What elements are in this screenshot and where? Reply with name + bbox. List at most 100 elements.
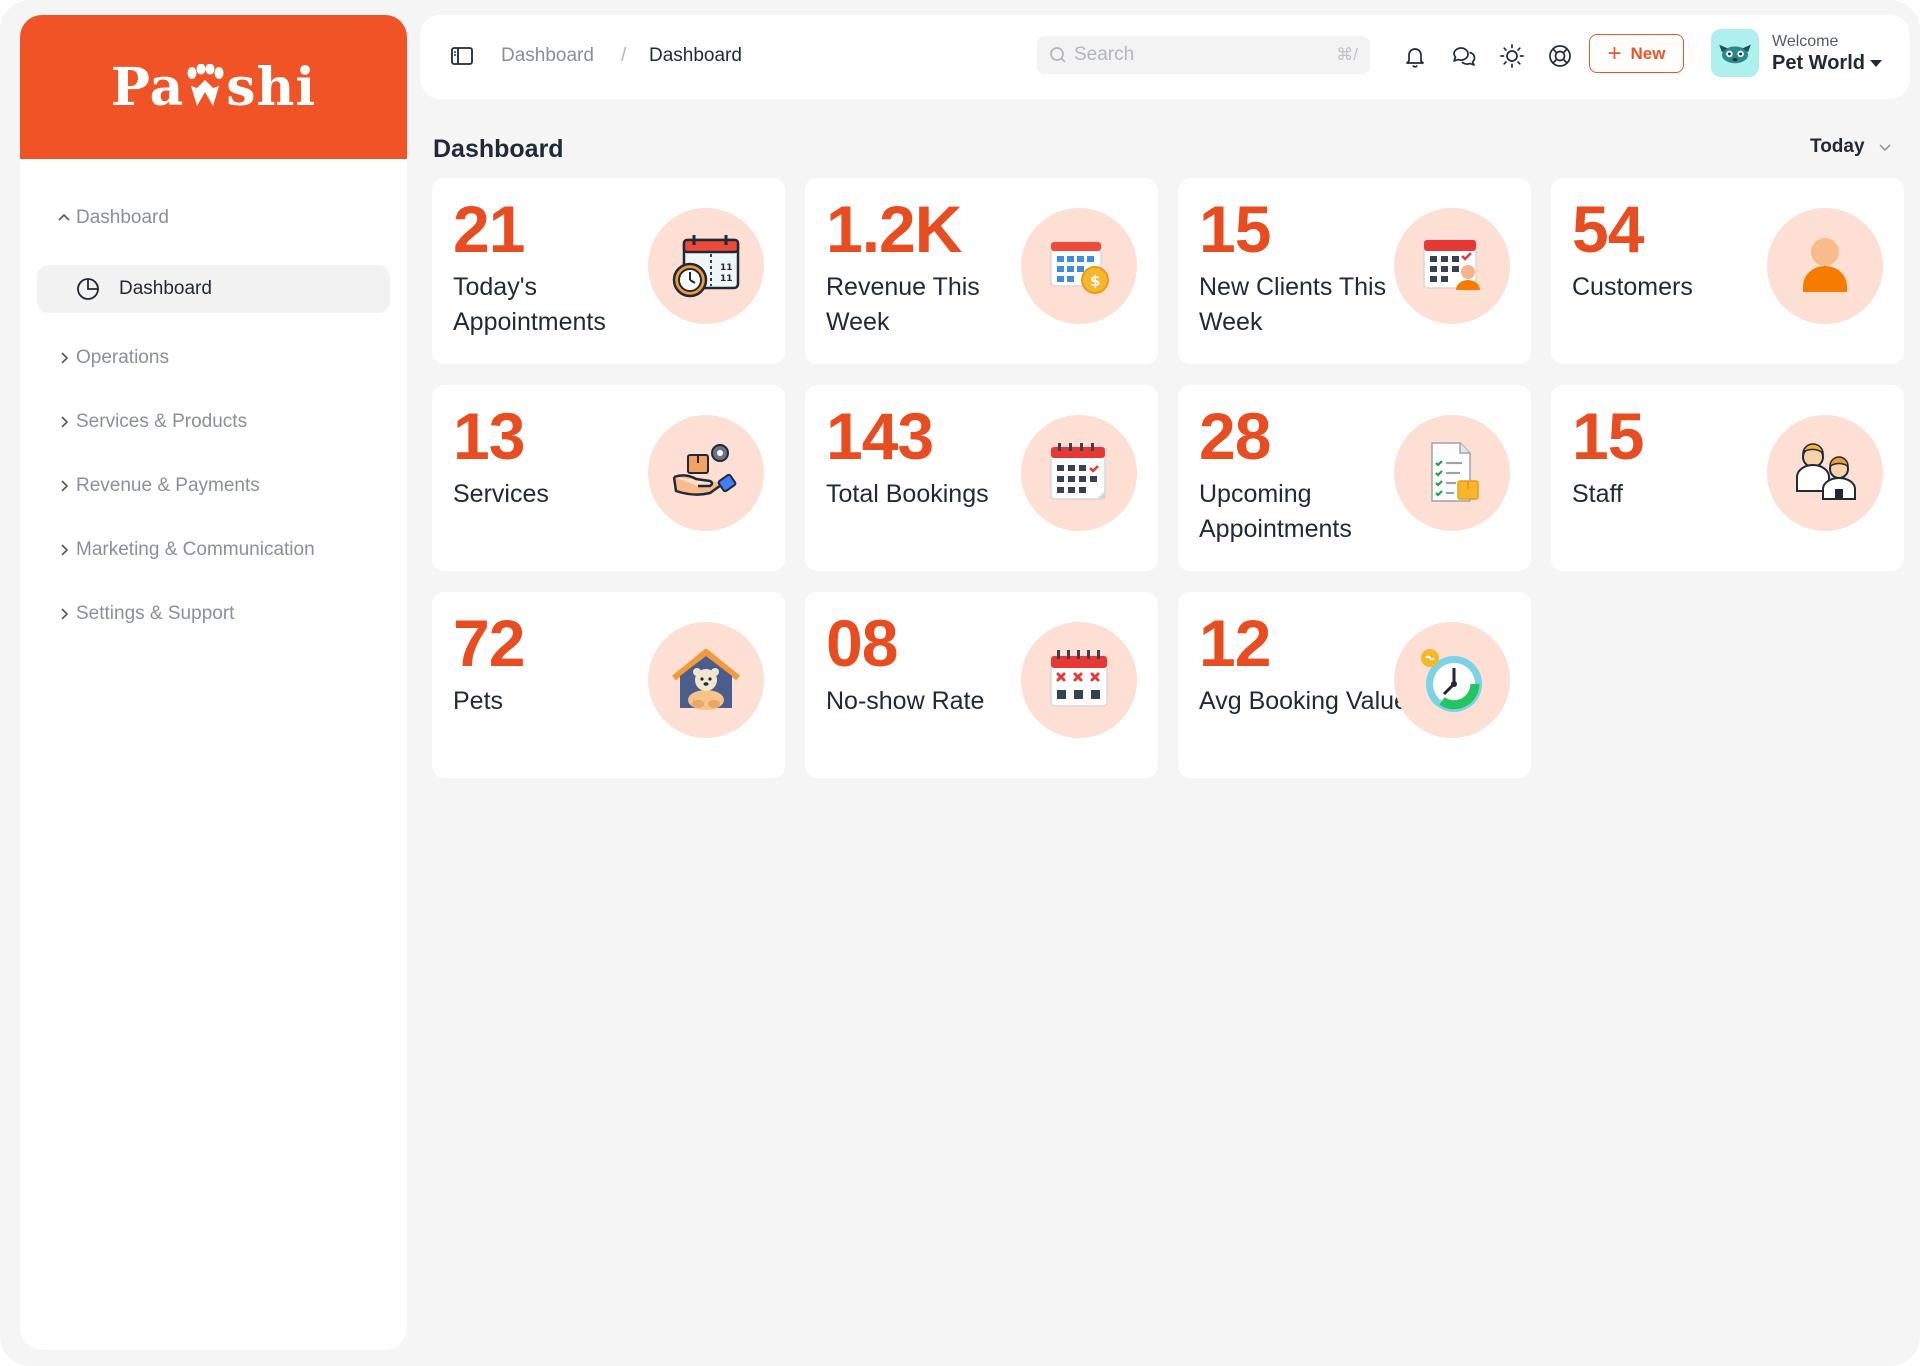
chevron-down-icon xyxy=(1879,144,1891,152)
stat-icon-badge xyxy=(1394,208,1510,324)
nav-section-label: Services & Products xyxy=(76,411,248,432)
nav-section-services-products[interactable]: Services & Products xyxy=(20,411,407,433)
chevron-right-icon xyxy=(61,608,69,620)
svg-text:11: 11 xyxy=(720,274,733,284)
stat-label: Total Bookings xyxy=(826,480,989,508)
chevron-up-icon xyxy=(58,213,70,221)
stat-card-revenue-this-week[interactable]: 1.2K Revenue This Week $ xyxy=(805,178,1158,364)
service-hand-icon xyxy=(672,444,737,496)
sidebar-item-dashboard[interactable]: Dashboard xyxy=(37,265,390,313)
stat-value: 15 xyxy=(1572,399,1644,473)
pet-avatar-icon xyxy=(1719,44,1751,64)
chevron-right-icon xyxy=(61,544,69,556)
pet-house-icon xyxy=(672,649,740,710)
welcome-text: Welcome xyxy=(1772,33,1839,50)
stat-value: 15 xyxy=(1199,192,1271,266)
stat-label: Today's Appointments xyxy=(453,273,606,336)
top-header: Dashboard / Dashboard ⌘/ xyxy=(420,15,1910,99)
stat-icon-badge xyxy=(648,622,764,738)
avatar[interactable] xyxy=(1711,29,1759,77)
search-shortcut: ⌘/ xyxy=(1336,45,1358,64)
staff-icon xyxy=(1796,443,1856,500)
date-range-select[interactable]: Today xyxy=(1810,136,1893,158)
brand-logo[interactable]: Pa shi xyxy=(111,57,316,118)
help-icon[interactable] xyxy=(1546,42,1574,70)
bell-icon[interactable] xyxy=(1401,42,1429,70)
chevron-right-icon xyxy=(61,352,69,364)
svg-text:$: $ xyxy=(1090,272,1100,290)
stat-value: 28 xyxy=(1199,399,1271,473)
stat-value: 21 xyxy=(453,192,525,266)
stat-icon-badge xyxy=(1394,415,1510,531)
stat-icon-badge xyxy=(1767,415,1883,531)
sidebar-toggle-icon[interactable] xyxy=(449,43,475,69)
nav-section-label: Revenue & Payments xyxy=(76,475,260,496)
stat-label: Services xyxy=(453,480,549,508)
nav-section-label: Settings & Support xyxy=(76,603,235,624)
chat-icon[interactable] xyxy=(1450,42,1478,70)
stat-card-upcoming-appointments[interactable]: 28 Upcoming Appointments xyxy=(1178,385,1531,571)
stat-value: 12 xyxy=(1199,606,1271,680)
stat-icon-badge: 11 11 xyxy=(648,208,764,324)
nav-section-label: Dashboard xyxy=(76,207,169,228)
stat-card-pets[interactable]: 72 Pets xyxy=(432,592,785,778)
stat-card-customers[interactable]: 54 Customers xyxy=(1551,178,1904,364)
stat-value: 1.2K xyxy=(826,192,962,266)
clock-cycle-icon xyxy=(1421,649,1482,712)
stat-card-todays-appointments[interactable]: 21 Today's Appointments 11 11 xyxy=(432,178,785,364)
sidebar-nav: Dashboard Dashboard Operations Services … xyxy=(20,159,407,625)
nav-section-settings-support[interactable]: Settings & Support xyxy=(20,603,407,625)
nav-section-marketing-communication[interactable]: Marketing & Communication xyxy=(20,539,407,561)
date-range-value: Today xyxy=(1810,136,1865,157)
stat-card-new-clients[interactable]: 15 New Clients This Week xyxy=(1178,178,1531,364)
stat-card-services[interactable]: 13 Services xyxy=(432,385,785,571)
breadcrumb-current: Dashboard xyxy=(649,45,742,66)
checklist-icon xyxy=(1431,442,1479,502)
new-button[interactable]: + New xyxy=(1589,34,1684,73)
stat-card-staff[interactable]: 15 Staff xyxy=(1551,385,1904,571)
calendar-user-icon xyxy=(1423,239,1480,290)
paw-icon xyxy=(187,64,224,106)
stat-value: 72 xyxy=(453,606,525,680)
plus-icon: + xyxy=(1607,39,1622,67)
logo-banner: Pa shi xyxy=(20,15,407,159)
user-name[interactable]: Pet World xyxy=(1772,52,1865,74)
stat-card-no-show-rate[interactable]: 08 No-show Rate xyxy=(805,592,1158,778)
stat-card-total-bookings[interactable]: 143 Total Bookings xyxy=(805,385,1158,571)
sidebar: Pa shi Dashboard xyxy=(20,15,407,1350)
stat-label: Customers xyxy=(1572,273,1693,301)
stat-label: No-show Rate xyxy=(826,687,985,715)
stat-icon-badge xyxy=(648,415,764,531)
stat-label: New Clients This Week xyxy=(1199,273,1387,336)
stat-label: Revenue This Week xyxy=(826,273,980,336)
stat-value: 143 xyxy=(826,399,934,473)
stat-card-avg-booking-value[interactable]: 12 Avg Booking Value xyxy=(1178,592,1531,778)
brand-name-left: Pa xyxy=(110,56,185,118)
search-box[interactable]: ⌘/ xyxy=(1037,36,1370,74)
calendar-dollar-icon: $ xyxy=(1050,241,1109,294)
nav-section-label: Operations xyxy=(76,347,169,368)
search-icon xyxy=(1050,47,1066,63)
breadcrumb-parent[interactable]: Dashboard xyxy=(501,45,594,66)
stat-label: Upcoming Appointments xyxy=(1199,480,1352,543)
search-input[interactable] xyxy=(1074,44,1314,66)
stat-label: Pets xyxy=(453,687,504,715)
chevron-right-icon xyxy=(61,480,69,492)
sun-icon[interactable] xyxy=(1498,42,1526,70)
nav-section-label: Marketing & Communication xyxy=(76,539,315,560)
nav-section-dashboard[interactable]: Dashboard xyxy=(20,207,407,229)
brand-name-right: shi xyxy=(226,56,317,118)
stat-value: 13 xyxy=(453,399,525,473)
nav-section-revenue-payments[interactable]: Revenue & Payments xyxy=(20,475,407,497)
caret-down-icon[interactable] xyxy=(1868,57,1884,69)
stat-icon-badge: $ xyxy=(1021,208,1137,324)
stat-icon-badge xyxy=(1767,208,1883,324)
new-button-label: New xyxy=(1630,43,1666,63)
calendar-clock-icon: 11 11 xyxy=(672,235,740,298)
stat-value: 08 xyxy=(826,606,898,680)
pie-chart-icon xyxy=(77,278,99,300)
stat-icon-badge xyxy=(1021,622,1137,738)
chevron-right-icon xyxy=(61,416,69,428)
nav-section-operations[interactable]: Operations xyxy=(20,347,407,369)
